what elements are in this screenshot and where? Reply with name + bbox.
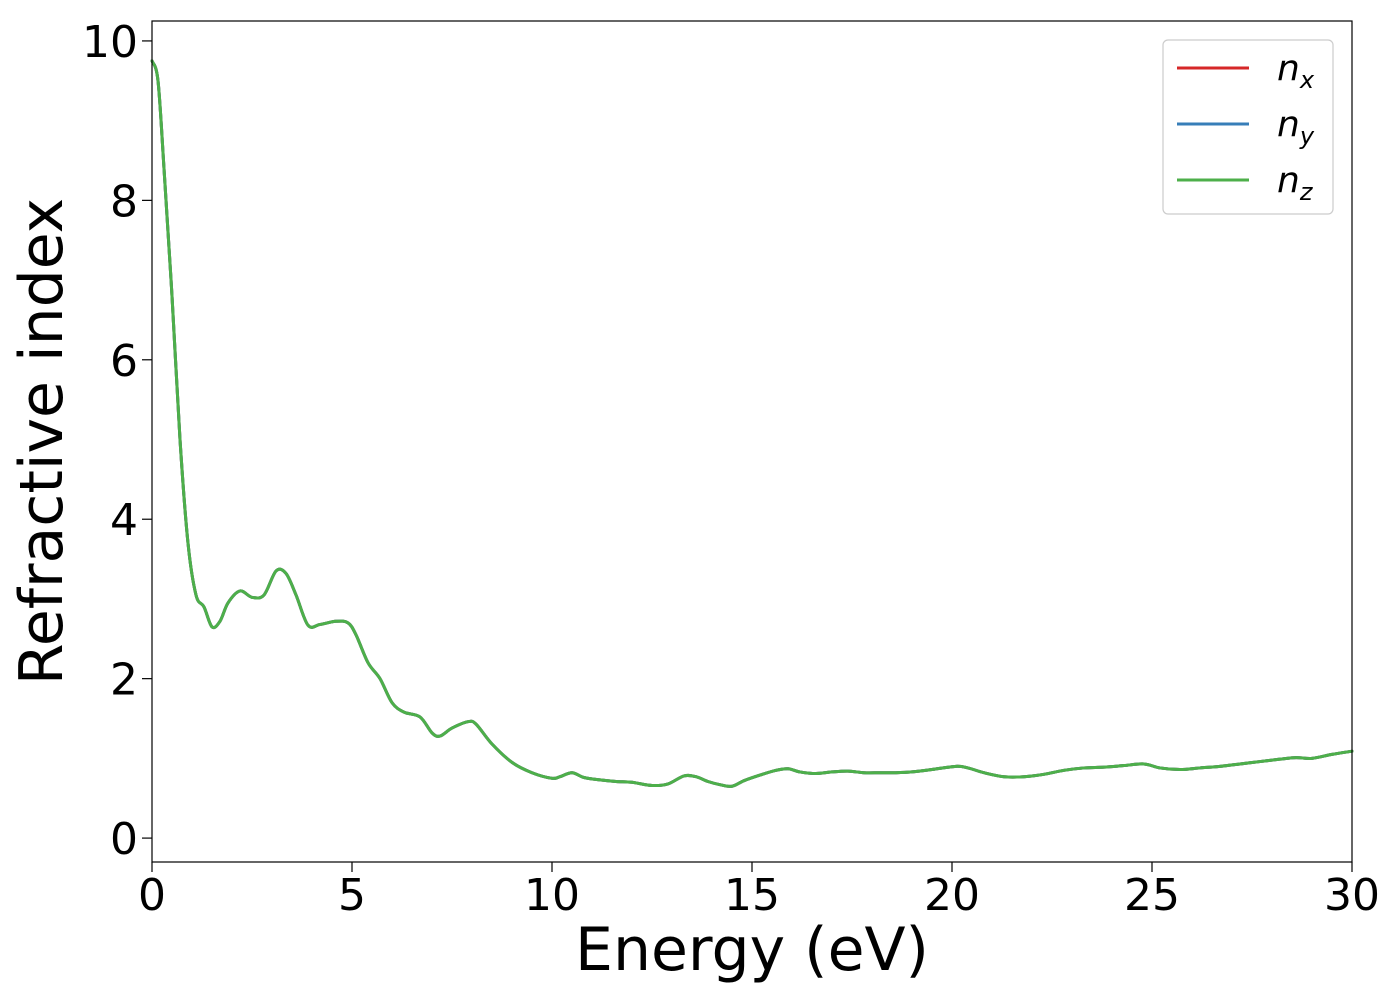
y-tick-label: 0 [110,814,138,865]
x-tick-label: 15 [724,870,780,921]
y-tick-label: 10 [82,17,138,68]
x-tick-label: 5 [338,870,366,921]
legend-label-nz: nz [1277,160,1314,206]
x-tick-label: 10 [524,870,580,921]
y-axis-label: Refractive index [7,198,77,685]
x-axis-ticks: 0 5 10 15 20 25 30 [138,862,1380,921]
x-tick-label: 0 [138,870,166,921]
y-tick-label: 4 [110,495,138,546]
series-line-nz [150,59,1354,788]
legend-label-base: n [1277,160,1300,201]
y-tick-label: 6 [110,336,138,387]
legend-label-base: n [1277,48,1300,89]
x-tick-label: 30 [1324,870,1380,921]
y-tick-label: 2 [110,655,138,706]
legend-label-ny: ny [1277,104,1315,150]
legend-label-subscript: x [1299,66,1315,94]
x-tick-label: 20 [924,870,980,921]
y-axis-ticks: 0 2 4 6 8 10 [82,17,152,865]
legend-box [1162,39,1334,215]
legend-label-subscript: z [1299,178,1314,206]
series-layer [150,59,1354,788]
legend-label-nx: nx [1277,48,1315,94]
y-tick-label: 8 [110,176,138,227]
legend-label-base: n [1277,104,1300,145]
legend-label-subscript: y [1299,122,1315,150]
x-tick-label: 25 [1124,870,1180,921]
x-axis-label: Energy (eV) [575,915,929,985]
